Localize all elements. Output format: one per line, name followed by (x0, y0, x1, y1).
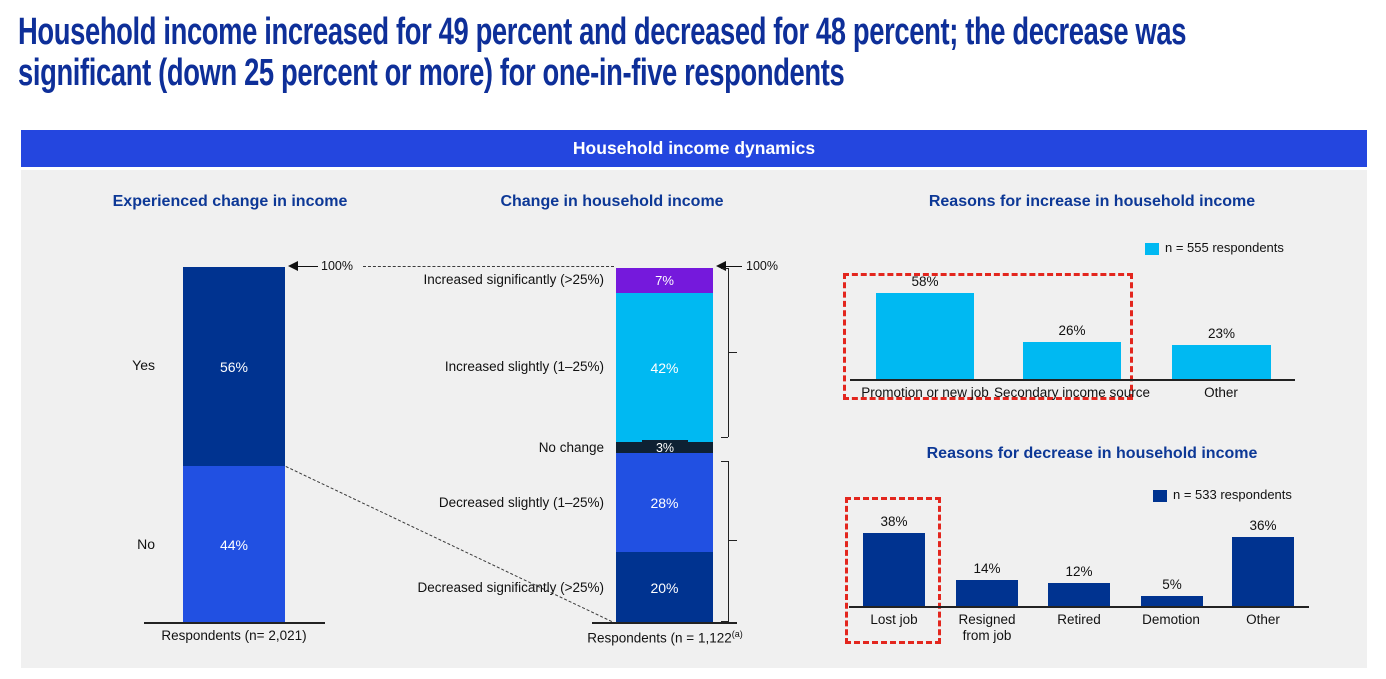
bar-value-label: 38% (880, 514, 908, 529)
legend-swatch-increase (1145, 243, 1159, 255)
middle-chart-footer: Respondents (n = 1,122(a) (555, 629, 775, 646)
highlight-box-decrease (845, 497, 941, 644)
middle-chart-axis (592, 622, 737, 624)
bar-value-label: 36% (1249, 518, 1277, 533)
bar-retired (1048, 583, 1110, 606)
legend-label-increase: n = 555 respondents (1165, 240, 1284, 255)
bar-category-label: Secondary income source (993, 385, 1151, 400)
dashed-connector-top (363, 266, 614, 267)
increase-bracket-tick (728, 352, 737, 353)
segment-value-label: 7% (655, 273, 674, 288)
bar-value-label: 12% (1065, 564, 1093, 579)
left-chart-footer: Respondents (n= 2,021) (161, 628, 307, 643)
bar-category-label: Lost job (870, 612, 918, 627)
bar-category-label: Resigned from job (958, 612, 1016, 643)
bar-value-label: 5% (1162, 577, 1182, 592)
page-title: Household income increased for 49 percen… (18, 12, 1186, 94)
segment-value-label: 20% (650, 579, 679, 596)
category-label-no-change: No change (538, 440, 604, 455)
banner-title: Household income dynamics (21, 130, 1367, 167)
category-label-increased-slightly: Increased slightly (1–25%) (444, 359, 604, 374)
left-chart-title: Experienced change in income (112, 193, 348, 210)
segment-value-label: 44% (219, 536, 249, 553)
arrow-line (297, 266, 318, 267)
category-label-no: No (137, 536, 155, 552)
decrease-bracket-tick (728, 540, 737, 541)
decrease-bracket-hook-top (721, 461, 728, 462)
arrow-line (725, 266, 742, 267)
bar-other-increase (1172, 345, 1271, 379)
legend-label-decrease: n = 533 respondents (1173, 487, 1292, 502)
arrow-left-icon (716, 261, 726, 271)
bar-value-label: 58% (911, 274, 939, 289)
page-title-line2: significant (down 25 percent or more) fo… (18, 52, 845, 94)
increase-chart-title: Reasons for increase in household income (928, 193, 1256, 210)
page-title-line1: Household income increased for 49 percen… (18, 11, 1187, 53)
bar-value-label: 26% (1058, 323, 1086, 338)
segment-value-label: 28% (650, 494, 679, 511)
category-label-decreased-significantly: Decreased significantly (>25%) (417, 580, 604, 595)
stacked-segment-no: 44% (183, 466, 285, 623)
bar-promotion (876, 293, 974, 379)
segment-value-label: 3% (655, 441, 675, 455)
category-label-yes: Yes (132, 357, 155, 373)
bar-secondary-income (1023, 342, 1121, 379)
bar-category-label: Other (1246, 612, 1280, 627)
stacked-segment-yes: 56% (183, 267, 285, 466)
segment-value-label: 56% (219, 358, 249, 375)
stacked-segment-decreased-slightly: 28% (616, 453, 713, 552)
increase-bracket-hook-top (721, 268, 728, 269)
legend-swatch-decrease (1153, 490, 1167, 502)
bar-value-label: 14% (973, 561, 1001, 576)
stacked-segment-decreased-significantly: 20% (616, 552, 713, 623)
decrease-chart-axis (849, 606, 1309, 608)
bar-value-label: 23% (1207, 326, 1236, 341)
decrease-bracket (728, 461, 729, 622)
middle-chart-footer-text: Respondents (n = 1,122 (587, 630, 732, 646)
bar-demotion (1141, 596, 1203, 606)
bar-category-label: Demotion (1142, 612, 1200, 627)
arrow-left-icon (288, 261, 298, 271)
bar-category-label: Other (1204, 385, 1238, 400)
decrease-bracket-hook-bottom (721, 621, 728, 622)
bar-lost-job (863, 533, 925, 606)
bar-resigned (956, 580, 1018, 606)
increase-chart-axis (850, 379, 1295, 381)
middle-chart-title: Change in household income (500, 193, 724, 210)
no-change-value-box: 3% (642, 440, 688, 456)
increase-bracket-hook-bottom (721, 437, 728, 438)
stacked-segment-increased-significantly: 7% (616, 268, 713, 293)
highlight-box-increase (843, 273, 1133, 400)
bar-category-label: Promotion or new job (861, 385, 989, 400)
category-label-decreased-slightly: Decreased slightly (1–25%) (438, 495, 604, 510)
category-label-increased-significantly: Increased significantly (>25%) (423, 272, 604, 287)
hundred-percent-label: 100% (321, 259, 353, 273)
decrease-chart-title: Reasons for decrease in household income (926, 445, 1258, 462)
hundred-percent-label: 100% (746, 259, 778, 273)
footnote-marker: (a) (731, 629, 743, 639)
segment-value-label: 42% (650, 359, 679, 376)
bar-category-label: Retired (1057, 612, 1101, 627)
bar-other-decrease (1232, 537, 1294, 606)
left-chart-axis (144, 622, 325, 624)
stacked-segment-increased-slightly: 42% (616, 293, 713, 442)
